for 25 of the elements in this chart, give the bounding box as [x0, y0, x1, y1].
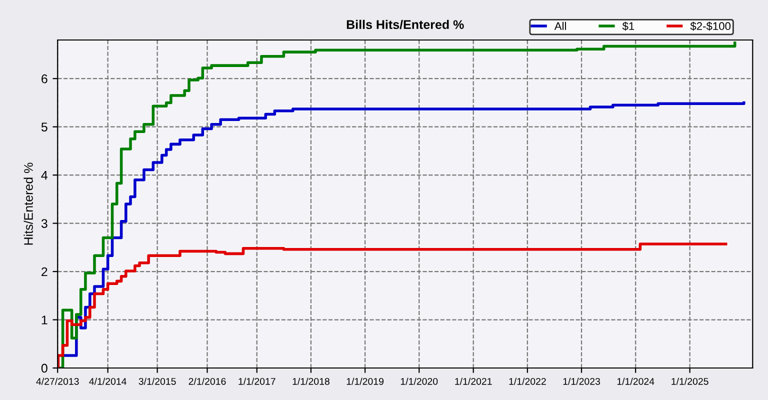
x-tick-label: 4/27/2013 [36, 378, 79, 385]
x-tick-label: 1/1/2021 [455, 378, 492, 385]
y-tick-label: 0 [41, 364, 48, 373]
chart-title: Bills Hits/Entered % [346, 20, 464, 30]
y-tick-label: 2 [42, 267, 48, 276]
y-axis-title: Hits/Entered % [24, 162, 33, 245]
x-tick-label: 1/1/2019 [346, 378, 384, 385]
x-tick-label: 1/1/2022 [509, 378, 546, 385]
y-tick-label: 4 [41, 170, 48, 180]
x-tick-label: 1/1/2025 [672, 378, 708, 385]
x-tick-label: 4/1/2014 [89, 378, 126, 385]
x-tick-label: 2/1/2016 [188, 378, 226, 385]
y-tick-label: 1 [42, 316, 48, 324]
y-tick-label: 5 [41, 122, 48, 132]
legend-label: $2-$100 [690, 22, 731, 31]
x-tick-label: 1/1/2023 [563, 378, 600, 385]
x-tick-label: 1/1/2017 [238, 378, 276, 385]
legend-label: All [554, 22, 566, 30]
y-tick-label: 3 [41, 219, 48, 228]
x-tick-label: 3/1/2015 [138, 378, 176, 385]
x-tick-label: 1/1/2020 [400, 378, 438, 385]
x-tick-label: 1/1/2018 [292, 378, 330, 385]
y-tick-label: 6 [42, 74, 48, 84]
legend-label: $1 [622, 22, 634, 31]
x-tick-label: 1/1/2024 [617, 378, 654, 385]
